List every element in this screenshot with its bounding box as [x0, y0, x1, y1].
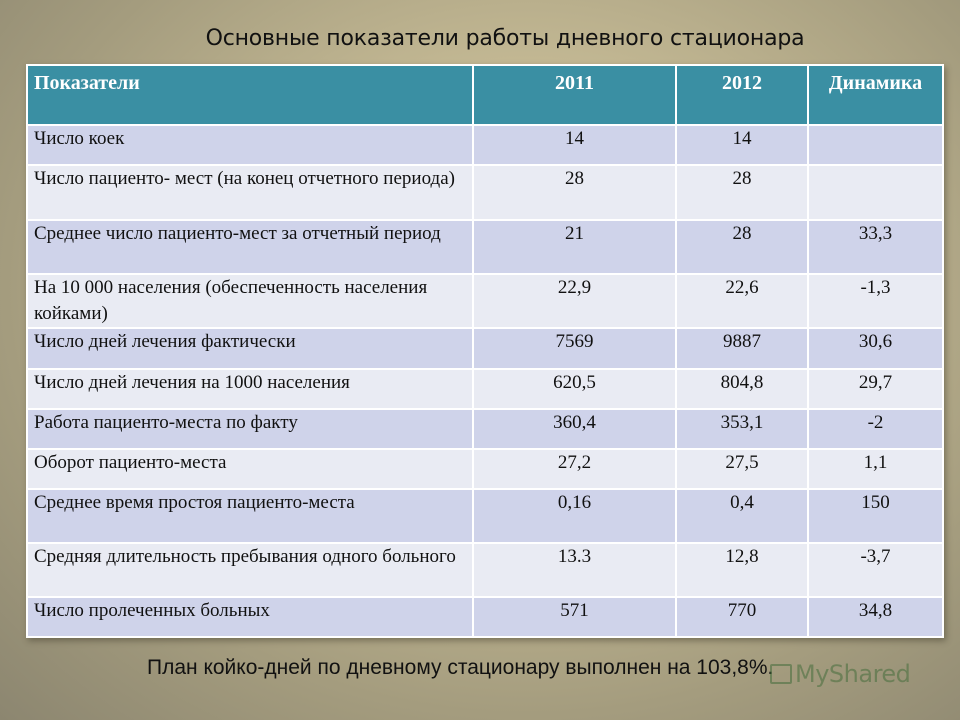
- table-row: Среднее число пациенто-мест за отчетный …: [26, 219, 944, 275]
- value-dynamics: [807, 124, 944, 166]
- table-row: Число коек 14 14: [26, 124, 944, 166]
- value-2012: 9887: [675, 327, 809, 370]
- plan-completion-note: План койко-дней по дневному стационару в…: [147, 656, 774, 679]
- row-label: Число дней лечения на 1000 населения: [26, 368, 474, 410]
- row-label: Число пациенто- мест (на конец отчетного…: [26, 164, 474, 221]
- value-2011: 571: [472, 596, 677, 638]
- slide-title: Основные показатели работы дневного стац…: [205, 26, 805, 51]
- value-2012: 770: [675, 596, 809, 638]
- value-2012: 0,4: [675, 488, 809, 544]
- table-row: Среднее время простоя пациенто-места 0,1…: [26, 488, 944, 544]
- presentation-icon: [770, 664, 792, 684]
- value-2011: 620,5: [472, 368, 677, 410]
- table-row: Средняя длительность пребывания одного б…: [26, 542, 944, 598]
- value-2011: 22,9: [472, 273, 677, 329]
- value-2012: 22,6: [675, 273, 809, 329]
- value-2011: 0,16: [472, 488, 677, 544]
- row-label: Среднее число пациенто-мест за отчетный …: [26, 219, 474, 275]
- table-row: Оборот пациенто-места 27,2 27,5 1,1: [26, 448, 944, 490]
- value-dynamics: 30,6: [807, 327, 944, 370]
- table-row: На 10 000 населения (обеспеченность насе…: [26, 273, 944, 329]
- row-label: Число дней лечения фактически: [26, 327, 474, 370]
- value-2011: 27,2: [472, 448, 677, 490]
- header-dynamics: Динамика: [807, 64, 944, 126]
- header-2011: 2011: [472, 64, 677, 126]
- value-dynamics: -3,7: [807, 542, 944, 598]
- value-2012: 14: [675, 124, 809, 166]
- value-dynamics: 33,3: [807, 219, 944, 275]
- row-label: Число пролеченных больных: [26, 596, 474, 638]
- value-2012: 28: [675, 164, 809, 221]
- value-2012: 12,8: [675, 542, 809, 598]
- header-2012: 2012: [675, 64, 809, 126]
- value-2012: 27,5: [675, 448, 809, 490]
- header-indicators: Показатели: [26, 64, 474, 126]
- value-2011: 13.3: [472, 542, 677, 598]
- value-dynamics: -2: [807, 408, 944, 450]
- value-dynamics: 29,7: [807, 368, 944, 410]
- value-2012: 28: [675, 219, 809, 275]
- row-label: Число коек: [26, 124, 474, 166]
- table-row: Число пациенто- мест (на конец отчетного…: [26, 164, 944, 221]
- watermark-text: MyShared: [795, 660, 911, 688]
- value-2011: 360,4: [472, 408, 677, 450]
- table-row: Число дней лечения на 1000 населения 620…: [26, 368, 944, 410]
- value-2012: 804,8: [675, 368, 809, 410]
- value-dynamics: [807, 164, 944, 221]
- indicators-table: Показатели 2011 2012 Динамика Число коек…: [26, 64, 944, 638]
- value-2011: 14: [472, 124, 677, 166]
- table-header-row: Показатели 2011 2012 Динамика: [26, 64, 944, 126]
- table-row: Число дней лечения фактически 7569 9887 …: [26, 327, 944, 370]
- row-label: На 10 000 населения (обеспеченность насе…: [26, 273, 474, 329]
- row-label: Работа пациенто-места по факту: [26, 408, 474, 450]
- row-label: Оборот пациенто-места: [26, 448, 474, 490]
- value-dynamics: -1,3: [807, 273, 944, 329]
- value-dynamics: 150: [807, 488, 944, 544]
- value-2011: 21: [472, 219, 677, 275]
- table-row: Число пролеченных больных 571 770 34,8: [26, 596, 944, 638]
- value-dynamics: 34,8: [807, 596, 944, 638]
- row-label: Средняя длительность пребывания одного б…: [26, 542, 474, 598]
- watermark: MyShared: [770, 660, 911, 688]
- value-2012: 353,1: [675, 408, 809, 450]
- table-row: Работа пациенто-места по факту 360,4 353…: [26, 408, 944, 450]
- row-label: Среднее время простоя пациенто-места: [26, 488, 474, 544]
- value-dynamics: 1,1: [807, 448, 944, 490]
- value-2011: 7569: [472, 327, 677, 370]
- value-2011: 28: [472, 164, 677, 221]
